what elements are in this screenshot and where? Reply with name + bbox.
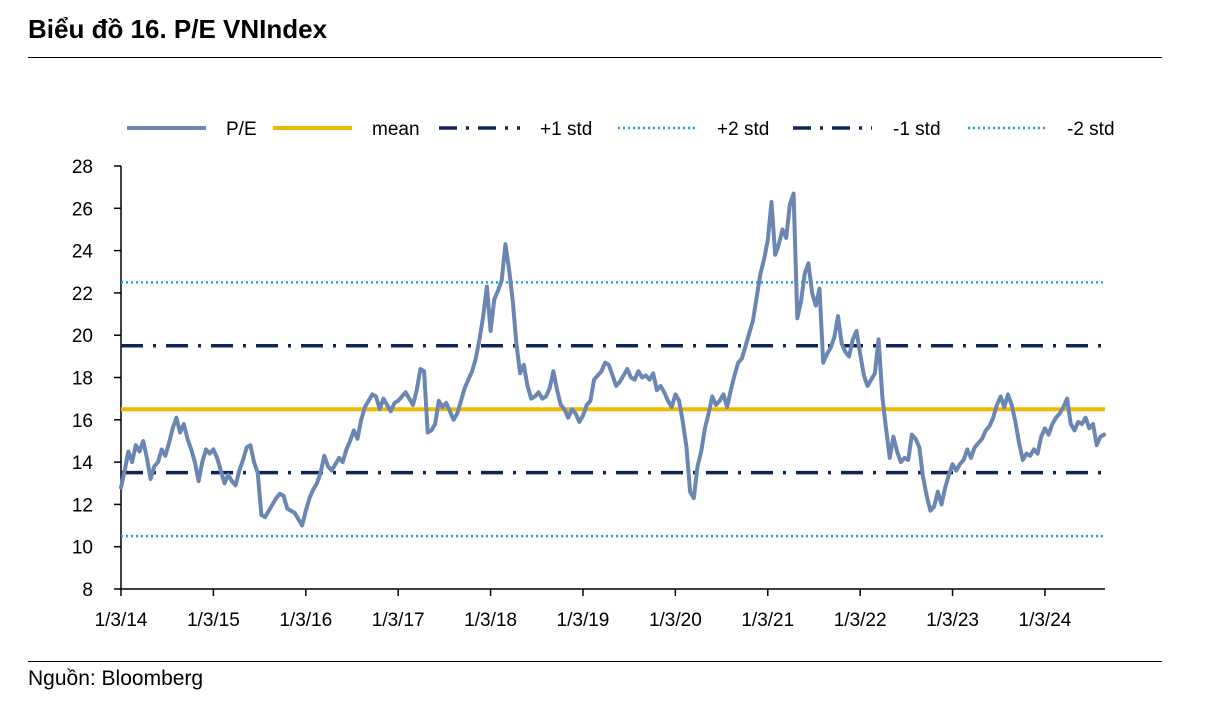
legend-label-mean: mean: [372, 119, 420, 140]
x-tick-label: 1/3/20: [649, 610, 702, 631]
chart-axes: 8 10 12 14 16 18 20 22 24 26 28 1/3/14 1/3/15 1/3/16 1…: [72, 157, 1105, 631]
legend-label-1-std: +1 std: [540, 119, 592, 140]
x-tick-label: 1/3/24: [1019, 610, 1072, 631]
y-tick-label: 22: [72, 284, 93, 305]
y-tick-label: 20: [72, 326, 93, 347]
x-tick-label: 1/3/21: [741, 610, 794, 631]
pe-chart: P/E mean +1 std +2 std -1 std -2 std 8 10 12 14 1…: [72, 119, 1115, 631]
x-tick-label: 1/3/14: [95, 610, 148, 631]
title-divider: [28, 57, 1162, 58]
x-tick-label: 1/3/16: [279, 610, 332, 631]
y-tick-label: 12: [72, 495, 93, 516]
source-note: Nguồn: Bloomberg: [28, 667, 204, 690]
series-group: [119, 191, 1107, 528]
x-tick-label: 1/3/23: [926, 610, 979, 631]
y-tick-label: 14: [72, 453, 94, 474]
source-divider: [28, 661, 1162, 662]
y-tick-label: 28: [72, 157, 93, 178]
y-tick-label: 24: [72, 242, 94, 263]
x-tick-label: 1/3/19: [557, 610, 610, 631]
x-tick-label: 1/3/15: [187, 610, 240, 631]
y-tick-label: 18: [72, 369, 93, 390]
chart-legend: P/E mean +1 std +2 std -1 std -2 std: [127, 119, 1115, 140]
reference-lines: [121, 281, 1105, 538]
x-tick-label: 1/3/18: [464, 610, 517, 631]
legend-label-2-std: -2 std: [1067, 119, 1115, 140]
legend-label-2-std: +2 std: [717, 119, 769, 140]
y-tick-label: 26: [72, 199, 93, 220]
legend-label-pe: P/E: [226, 119, 257, 140]
chart-title: Biểu đồ 16. P/E VNIndex: [28, 14, 328, 44]
y-tick-label: 16: [72, 411, 93, 432]
legend-label-1-std: -1 std: [893, 119, 941, 140]
x-tick-label: 1/3/17: [372, 610, 425, 631]
x-tick-label: 1/3/22: [834, 610, 887, 631]
y-tick-label: 10: [72, 538, 93, 559]
y-tick-label: 8: [82, 580, 93, 601]
series-line-pe: [119, 191, 1107, 528]
